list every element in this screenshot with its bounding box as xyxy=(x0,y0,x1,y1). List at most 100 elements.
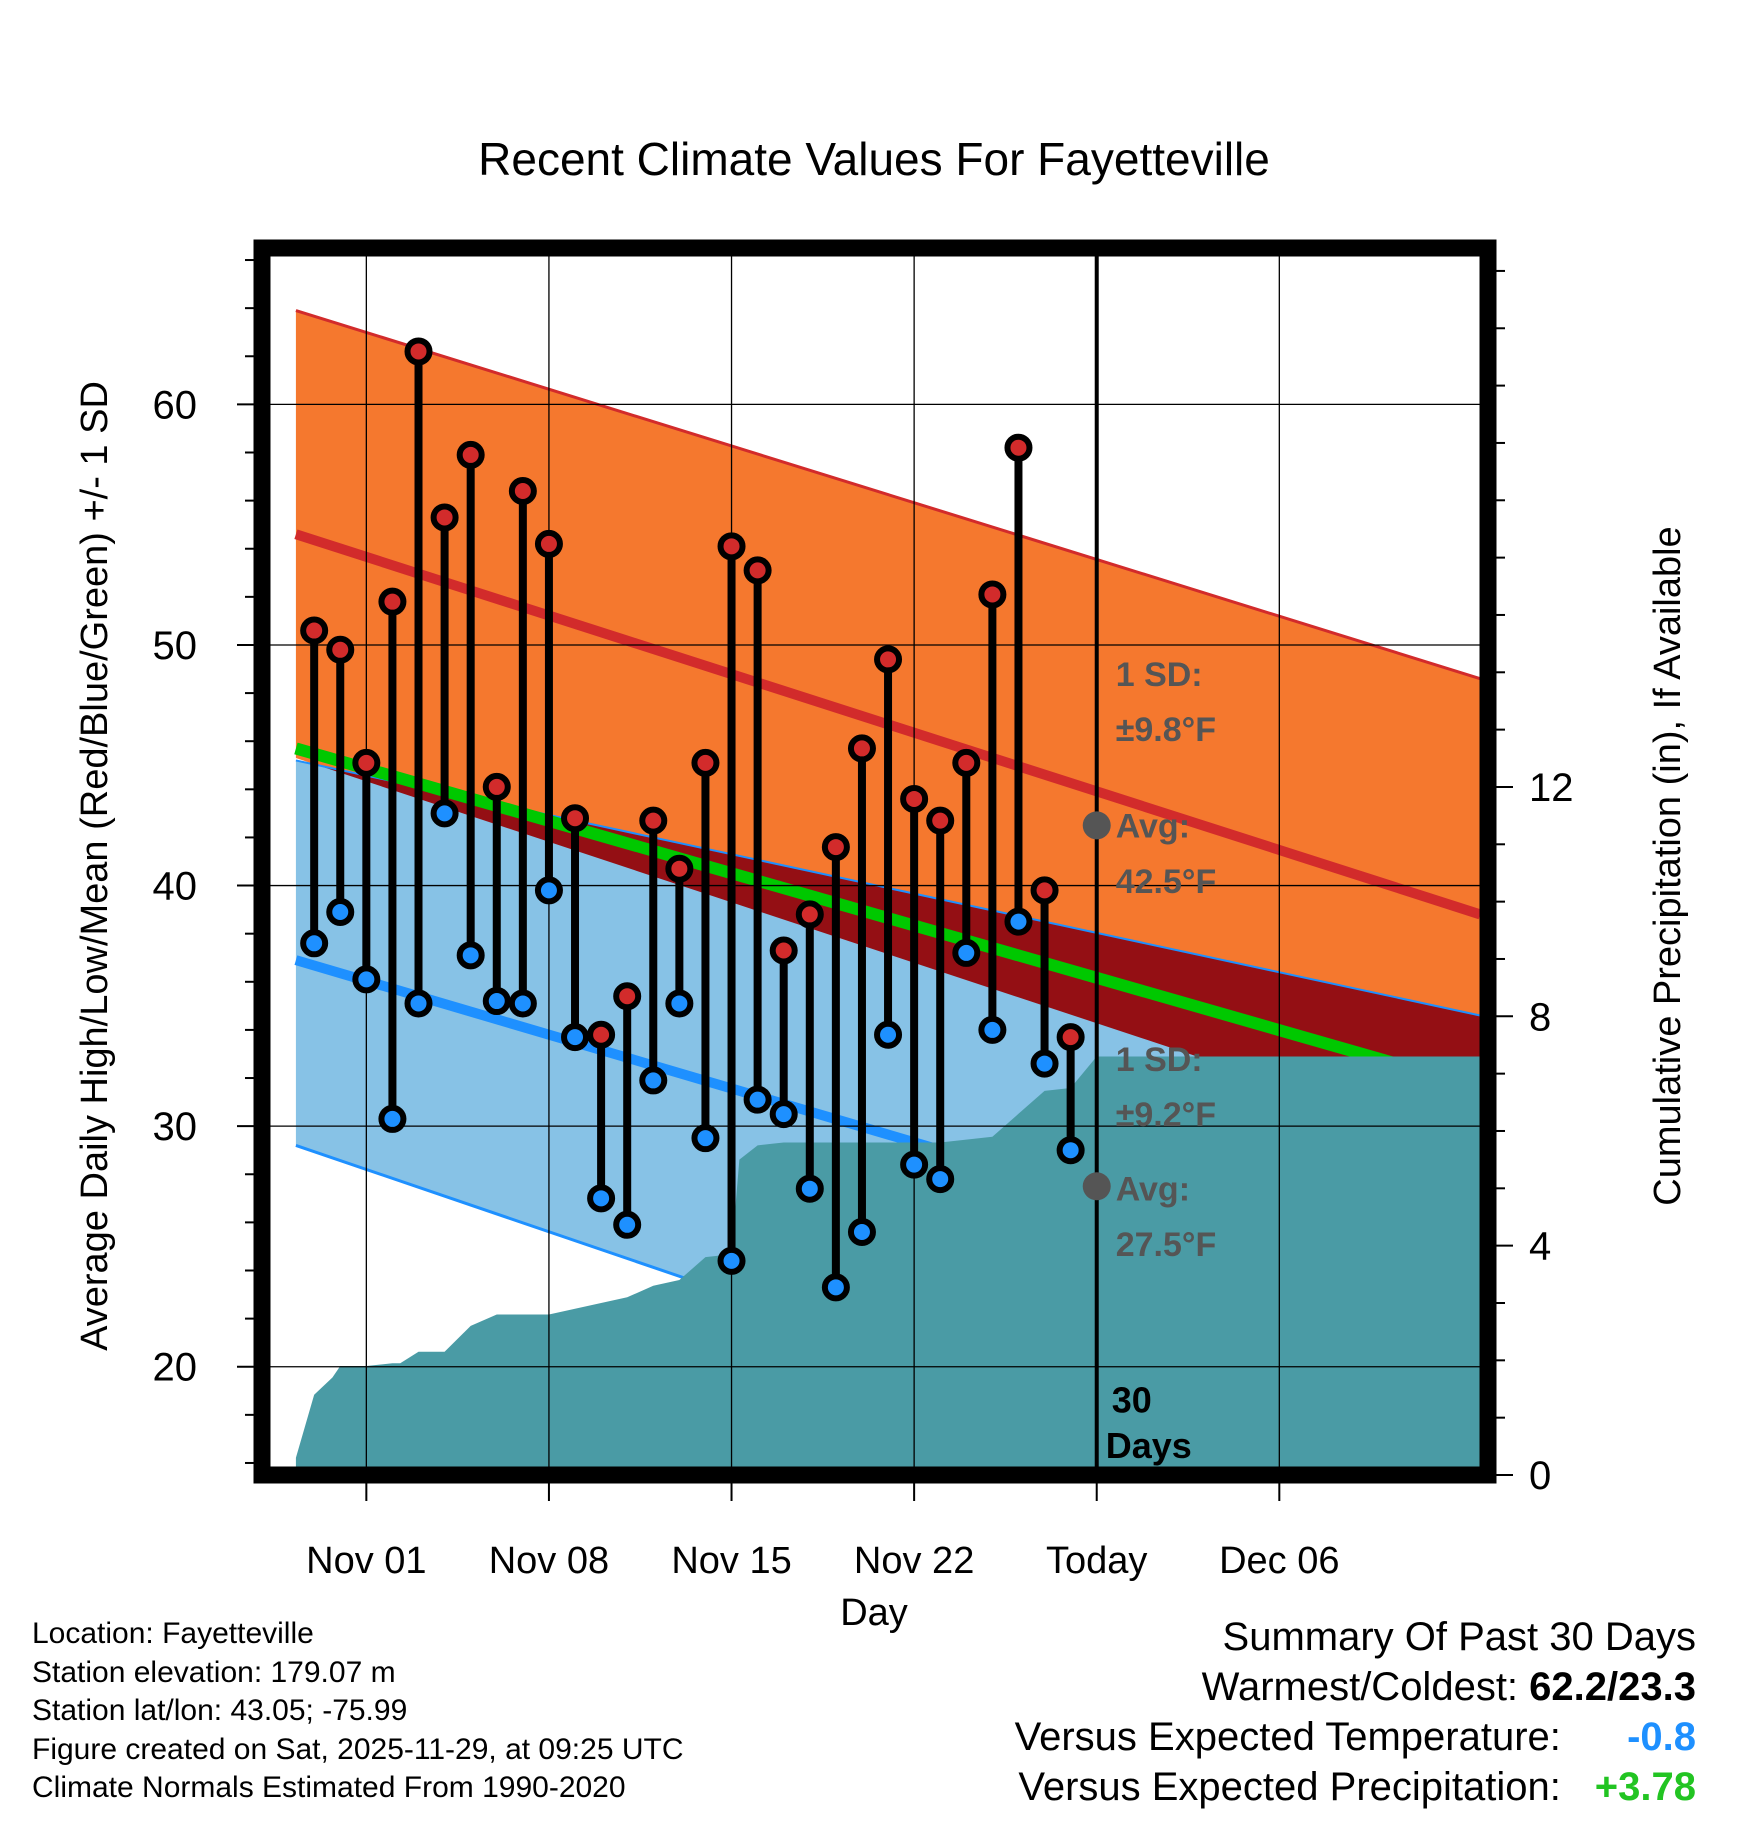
daily-low-point xyxy=(639,1066,668,1095)
x-tick-label: Nov 08 xyxy=(489,1540,609,1582)
daily-low-point xyxy=(1004,907,1033,936)
elevation-text: Station elevation: 179.07 m xyxy=(32,1655,396,1689)
daily-low-point xyxy=(717,1246,746,1275)
daily-high-point xyxy=(743,556,772,585)
cumulative-precipitation-area xyxy=(295,1056,1481,1475)
daily-low-point xyxy=(691,1124,720,1153)
y-right-tick-label: 0 xyxy=(1529,1454,1551,1498)
x-tick-label: Today xyxy=(1046,1540,1147,1582)
days-label: Days xyxy=(1106,1425,1192,1466)
temp-label: Versus Expected Temperature: xyxy=(1014,1715,1561,1759)
days-number: 30 xyxy=(1112,1379,1152,1420)
daily-high-point xyxy=(508,476,537,505)
daily-low-point xyxy=(378,1104,407,1133)
daily-low-point xyxy=(874,1020,903,1049)
warm-cold-value: 62.2/23.3 xyxy=(1529,1665,1696,1709)
daily-high-point xyxy=(665,854,694,883)
warm-cold-row: Warmest/Coldest: 62.2/23.3 xyxy=(1015,1662,1696,1712)
warm-cold-label: Warmest/Coldest: xyxy=(1201,1665,1519,1709)
high-sd-value: ±9.8°F xyxy=(1116,711,1216,749)
plot-area xyxy=(262,248,1488,1475)
y-left-tick-label: 50 xyxy=(153,624,198,668)
daily-high-point xyxy=(430,503,459,532)
daily-low-point xyxy=(534,876,563,905)
daily-high-point xyxy=(404,337,433,366)
latlon-text: Station lat/lon: 43.05; -75.99 xyxy=(32,1694,408,1727)
y-axis-right-label: Cumulative Precipitation (in), If Availa… xyxy=(1647,526,1689,1205)
x-tick-label: Dec 06 xyxy=(1219,1540,1339,1582)
daily-low-point xyxy=(456,941,485,970)
annotations: 1 SD: ±9.8°F Avg: 42.5°F 1 SD: ±9.2°F Av… xyxy=(1106,656,1217,1466)
precip-label: Versus Expected Precipitation: xyxy=(1018,1765,1561,1809)
daily-low-point xyxy=(665,989,694,1018)
daily-low-point xyxy=(561,1023,590,1052)
daily-high-point xyxy=(691,748,720,777)
daily-high-point xyxy=(639,806,668,835)
low-avg-label: Avg: xyxy=(1116,1171,1190,1209)
daily-high-point xyxy=(1004,433,1033,462)
daily-high-point xyxy=(1030,876,1059,905)
y-left-tick-label: 40 xyxy=(153,865,198,909)
daily-high-point xyxy=(482,772,511,801)
daily-low-point xyxy=(352,965,381,994)
daily-high-point xyxy=(926,806,955,835)
daily-high-point xyxy=(561,804,590,833)
daily-low-point xyxy=(926,1165,955,1194)
daily-low-point xyxy=(1030,1049,1059,1078)
daily-low-point xyxy=(508,989,537,1018)
daily-low-point xyxy=(900,1150,929,1179)
daily-low-point xyxy=(978,1015,1007,1044)
daily-high-point xyxy=(952,748,981,777)
daily-high-point xyxy=(378,587,407,616)
high-avg-value: 42.5°F xyxy=(1116,863,1217,901)
temp-row: Versus Expected Temperature: -0.8 xyxy=(1015,1712,1696,1762)
daily-high-point xyxy=(352,748,381,777)
created-text: Figure created on Sat, 2025-11-29, at 09… xyxy=(32,1732,684,1766)
station-info: Location: Fayetteville Station elevation… xyxy=(32,1615,684,1808)
daily-high-point xyxy=(821,833,850,862)
x-tick-label: Nov 01 xyxy=(306,1540,426,1582)
y-right-tick-label: 12 xyxy=(1529,766,1574,810)
high-upper-sd-line xyxy=(295,309,1481,681)
temp-value: -0.8 xyxy=(1627,1715,1696,1759)
daily-low-point xyxy=(821,1273,850,1302)
daily-high-point xyxy=(874,645,903,674)
low-sd-value: ±9.2°F xyxy=(1116,1096,1216,1134)
daily-low-point xyxy=(1056,1136,1085,1165)
high-sd-label: 1 SD: xyxy=(1116,656,1203,694)
daily-low-point xyxy=(613,1210,642,1239)
normals-text: Climate Normals Estimated From 1990-2020 xyxy=(32,1771,626,1804)
precip-row: Versus Expected Precipitation: +3.78 xyxy=(1015,1762,1696,1812)
high-avg-label: Avg: xyxy=(1116,807,1190,845)
plot-frame xyxy=(253,239,1497,1484)
chart-title: Recent Climate Values For Fayetteville xyxy=(478,133,1270,185)
daily-high-point xyxy=(795,900,824,929)
daily-high-point xyxy=(1056,1023,1085,1052)
x-axis-label: Day xyxy=(840,1592,908,1634)
y-left-tick-label: 20 xyxy=(153,1346,198,1390)
daily-low-point xyxy=(300,929,329,958)
daily-high-point xyxy=(613,982,642,1011)
x-tick-label: Nov 15 xyxy=(671,1540,791,1582)
daily-high-point xyxy=(847,734,876,763)
high-avg-marker xyxy=(1082,811,1111,840)
daily-high-point xyxy=(326,635,355,664)
daily-low-point xyxy=(743,1085,772,1114)
summary-title: Summary Of Past 30 Days xyxy=(1222,1615,1696,1659)
x-tick-label: Nov 22 xyxy=(854,1540,974,1582)
daily-high-point xyxy=(717,532,746,561)
daily-high-point xyxy=(456,440,485,469)
daily-low-point xyxy=(769,1100,798,1129)
daily-high-point xyxy=(978,580,1007,609)
daily-low-point xyxy=(404,989,433,1018)
low-avg-value: 27.5°F xyxy=(1116,1226,1217,1264)
daily-high-point xyxy=(900,784,929,813)
y-right-tick-label: 4 xyxy=(1529,1225,1551,1269)
daily-low-point xyxy=(847,1218,876,1247)
daily-high-point xyxy=(300,616,329,645)
low-sd-label: 1 SD: xyxy=(1116,1041,1203,1079)
daily-low-point xyxy=(952,938,981,967)
y-left-tick-label: 30 xyxy=(153,1105,198,1149)
summary-panel: Summary Of Past 30 Days Warmest/Coldest:… xyxy=(1015,1612,1696,1812)
